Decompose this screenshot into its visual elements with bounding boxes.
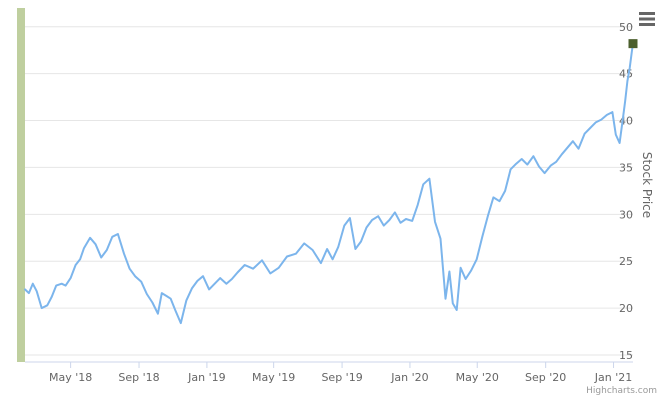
x-tick-label: May '18 bbox=[49, 371, 92, 384]
y-tick-label: 45 bbox=[619, 68, 633, 81]
x-tick-label: Sep '18 bbox=[118, 371, 159, 384]
x-tick-label: Jan '20 bbox=[390, 371, 428, 384]
x-tick-label: Sep '19 bbox=[321, 371, 362, 384]
y-axis-title: Stock Price bbox=[640, 152, 654, 218]
y-tick-label: 35 bbox=[619, 161, 633, 174]
last-price-marker bbox=[628, 39, 638, 49]
x-tick-label: Jan '21 bbox=[594, 371, 632, 384]
navigator-bar[interactable] bbox=[17, 8, 25, 362]
x-axis: May '18 Sep '18 Jan '19 May '19 Sep '19 Jan '… bbox=[25, 361, 633, 384]
x-tick-label: Jan '19 bbox=[187, 371, 225, 384]
y-tick-label: 20 bbox=[619, 302, 633, 315]
y-tick-label: 25 bbox=[619, 255, 633, 268]
y-tick-label: 30 bbox=[619, 208, 633, 221]
x-tick-label: Sep '20 bbox=[525, 371, 566, 384]
credits-link[interactable]: Highcharts.com bbox=[586, 386, 657, 396]
y-tick-label: 15 bbox=[619, 349, 633, 362]
price-line bbox=[24, 42, 634, 325]
y-tick-label: 50 bbox=[619, 21, 633, 34]
x-tick-label: May '20 bbox=[456, 371, 499, 384]
x-tick-label: May '19 bbox=[252, 371, 295, 384]
hamburger-menu-icon[interactable] bbox=[639, 12, 655, 26]
